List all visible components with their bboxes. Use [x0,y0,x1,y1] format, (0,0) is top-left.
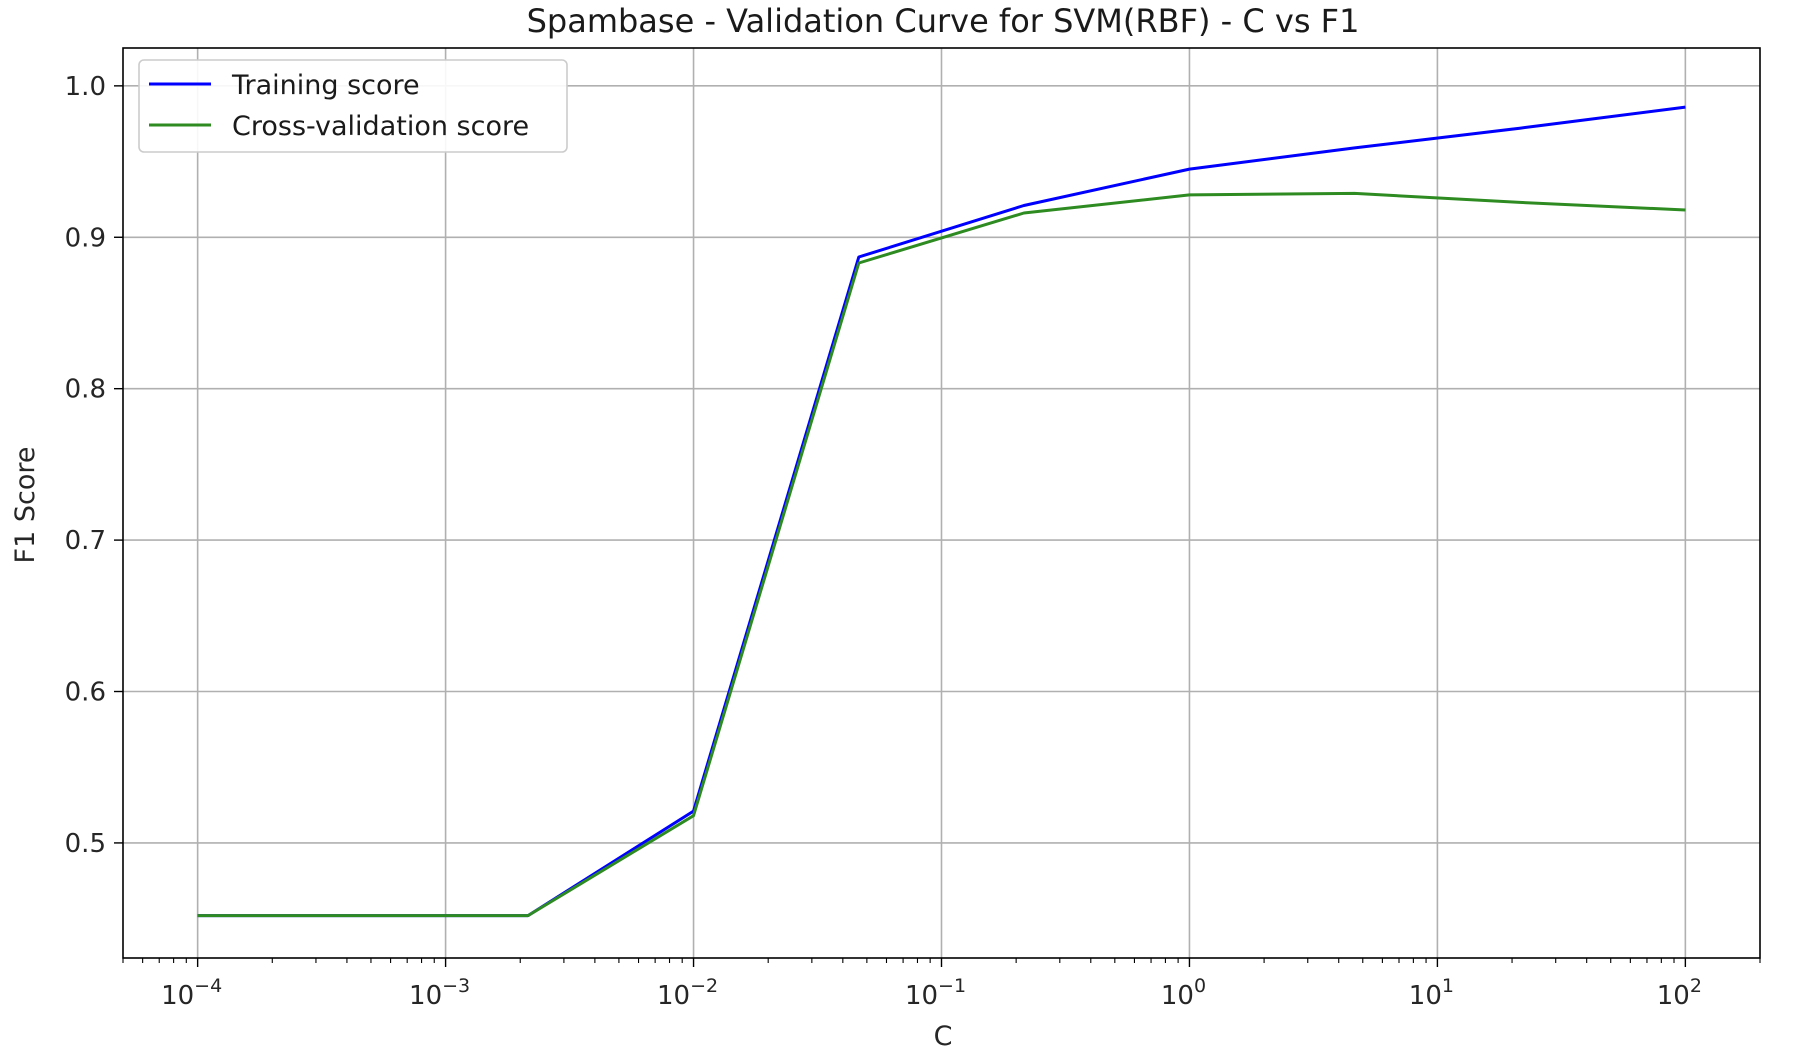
legend: Training score Cross-validation score [138,59,568,153]
x-tick-label-exponent: −1 [938,975,966,997]
x-tick-label-exponent: 2 [1690,975,1702,997]
y-tick-label: 0.9 [65,223,106,253]
chart-title: Spambase - Validation Curve for SVM(RBF)… [527,2,1360,40]
x-tick-label-base: 10 [409,981,442,1011]
x-tick-label: 10−1 [905,975,966,1011]
x-axis-label: C [934,1021,953,1052]
x-tick-label-exponent: 1 [1442,975,1454,997]
series-line-1 [197,191,1686,918]
x-tick-label-base: 10 [161,981,194,1011]
y-axis-label: F1 Score [10,447,41,564]
x-tick-label-base: 10 [1409,981,1442,1011]
x-tick-label: 10−2 [657,975,718,1011]
axis-ticks: 10−4 10−3 10−2 10−1 100 101 1020.50.60.70.80.9… [65,72,1702,1011]
x-tick-label-base: 10 [657,981,690,1011]
x-tick-label: 10−4 [161,975,222,1011]
y-tick-label: 0.6 [65,678,106,708]
x-tick-label-exponent: −3 [442,975,470,997]
x-tick-label: 102 [1657,975,1702,1011]
x-minor-ticks [122,958,1761,963]
y-tick-label: 0.5 [65,829,106,859]
x-tick-label-exponent: −4 [194,975,222,997]
y-tick-label: 1.0 [65,72,106,102]
x-tick-label: 101 [1409,975,1454,1011]
x-tick-label-exponent: 0 [1194,975,1206,997]
x-tick-label-exponent: −2 [690,975,718,997]
y-tick-label: 0.7 [65,526,106,556]
x-tick-label: 100 [1161,975,1206,1011]
x-tick-label-base: 10 [1161,981,1194,1011]
series-lines [197,105,1686,918]
x-tick-label-base: 10 [1657,981,1690,1011]
y-tick-label: 0.8 [65,375,106,405]
x-tick-label-base: 10 [905,981,938,1011]
x-tick-label: 10−3 [409,975,470,1011]
legend-label-cross-validation: Cross-validation score [232,111,529,142]
grid [123,48,1760,958]
legend-box [138,59,568,153]
legend-label-training: Training score [231,70,420,101]
